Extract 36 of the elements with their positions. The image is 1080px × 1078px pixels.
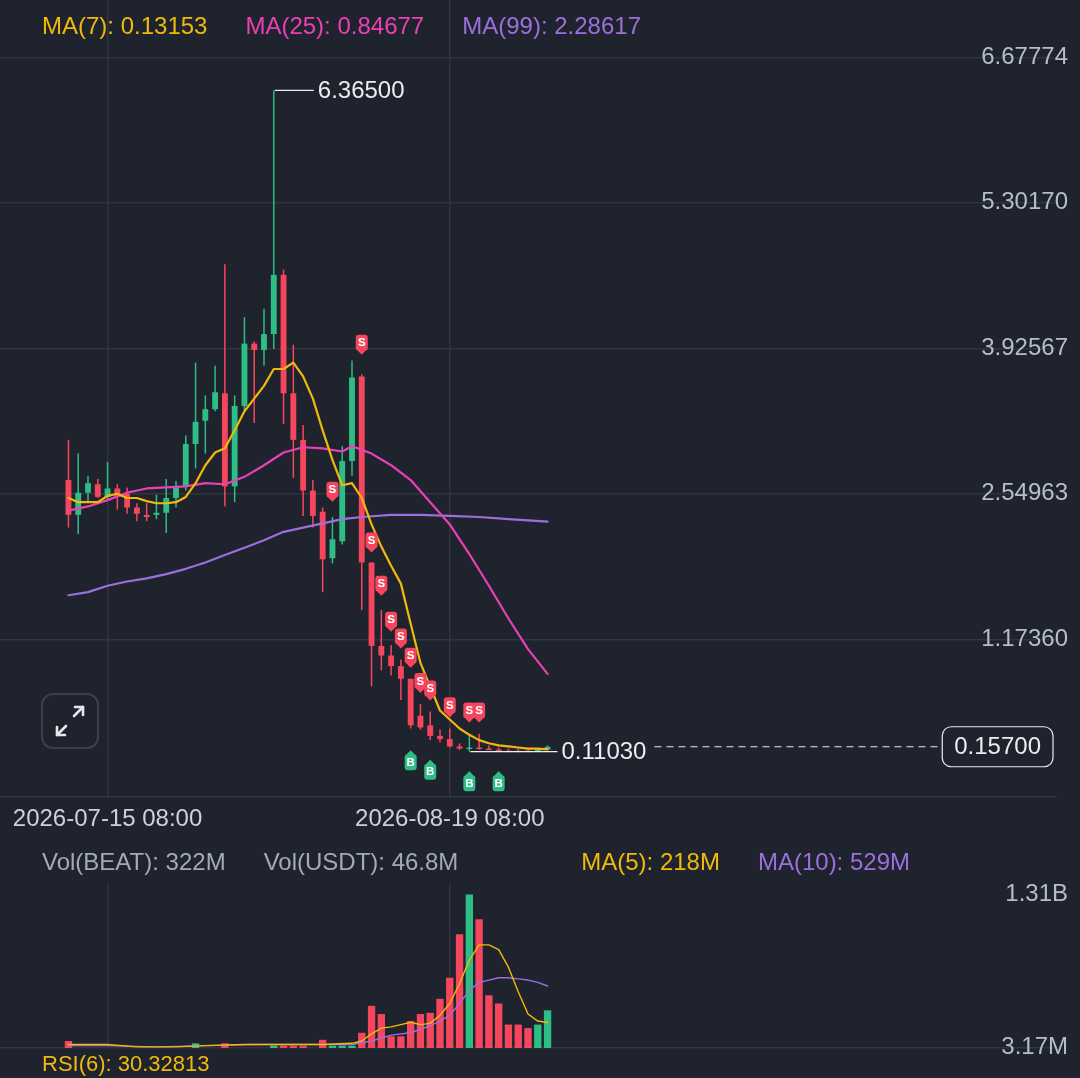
annotation: S xyxy=(377,577,386,590)
text: MA(5): 218M xyxy=(581,848,720,876)
annotation: B xyxy=(465,777,474,790)
annotation: S xyxy=(445,699,454,711)
annotation: B xyxy=(406,755,415,768)
text: MA(10): 529M xyxy=(757,848,910,876)
annotation: S xyxy=(387,613,396,626)
text: MA(99): 2.28617 xyxy=(462,12,641,40)
annotation: 0.11030 xyxy=(561,737,647,765)
annotation: 6.36500 xyxy=(317,76,405,104)
y-tick-label: 2.54963 xyxy=(981,478,1068,506)
x-tick-label: 2026-07-15 08:00 xyxy=(12,804,203,832)
text: MA(25): 0.84677 xyxy=(245,12,425,40)
ref-line-label: 0.15700 xyxy=(954,732,1042,760)
y-tick-label: 5.30170 xyxy=(981,187,1068,215)
text: MA(7): 0.13153 xyxy=(42,12,208,40)
chart-title: Vol(BEAT): 322M xyxy=(42,848,226,876)
y-tick-label: 1.31B xyxy=(1005,879,1068,907)
y-tick-label: 6.67774 xyxy=(981,41,1068,69)
x-tick-label: 2026-08-19 08:00 xyxy=(355,804,545,832)
annotation: S xyxy=(465,704,474,717)
annotation: B xyxy=(426,765,435,778)
annotation: S xyxy=(475,704,484,717)
annotation: S xyxy=(328,483,337,496)
annotation: S xyxy=(397,630,406,643)
text: RSI(6): 30.32813 xyxy=(42,1051,210,1077)
y-tick-label: 3.17M xyxy=(1001,1032,1068,1060)
annotation: S xyxy=(406,649,415,662)
annotation: S xyxy=(426,682,435,695)
annotation: S xyxy=(416,674,425,687)
annotation: S xyxy=(357,336,366,349)
y-tick-label: 1.17360 xyxy=(981,623,1068,651)
annotation: B xyxy=(494,777,503,790)
annotation: S xyxy=(367,534,376,547)
chart-subtitle: Vol(USDT): 46.8M xyxy=(263,848,459,876)
y-tick-label: 3.92567 xyxy=(981,332,1068,360)
